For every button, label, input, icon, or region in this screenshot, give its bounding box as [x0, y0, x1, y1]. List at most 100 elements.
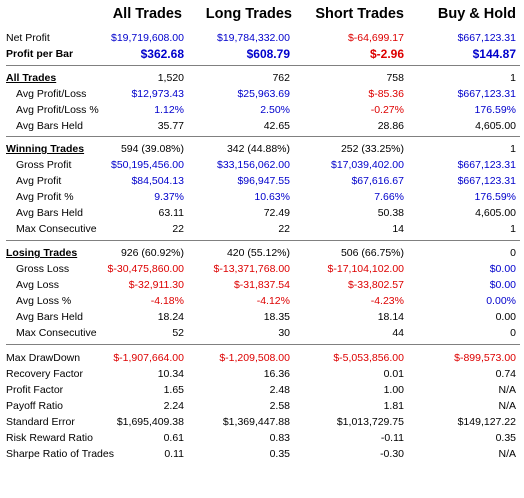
table-row: Winning Trades 594 (39.08%) 342 (44.88%) 25… [0, 141, 524, 157]
value-buy-hold: 0.00% [486, 295, 516, 307]
table-row: Avg Bars Held 35.77 42.65 28.86 4,605.00 [0, 118, 524, 134]
value-buy-hold: N/A [498, 448, 516, 460]
value-all-trades: $19,719,608.00 [111, 32, 184, 44]
row-label: Profit per Bar [6, 48, 74, 60]
value-all-trades: $362.68 [140, 47, 184, 61]
value-short-trades: 50.38 [377, 207, 404, 219]
value-buy-hold: $149,127.22 [457, 416, 516, 428]
value-long-trades: $-13,371,768.00 [213, 263, 290, 275]
column-header-buy-hold: Buy & Hold [437, 6, 516, 22]
value-short-trades: $-85.36 [368, 88, 404, 100]
value-buy-hold: 0.35 [495, 432, 516, 444]
value-buy-hold: 0.74 [495, 368, 516, 380]
value-long-trades: 2.50% [260, 104, 290, 116]
value-short-trades: $-33,802.57 [347, 279, 404, 291]
row-label: Profit Factor [6, 384, 64, 396]
row-label: Risk Reward Ratio [6, 432, 93, 444]
value-buy-hold: 1 [510, 143, 516, 155]
value-short-trades: 1.00 [383, 384, 404, 396]
value-buy-hold: $667,123.31 [457, 32, 516, 44]
row-label: Sharpe Ratio of Trades [6, 448, 114, 460]
column-header-all-trades: All Trades [112, 6, 182, 22]
value-long-trades: 10.63% [254, 191, 290, 203]
table-row: Net Profit $19,719,608.00 $19,784,332.00 $-… [0, 30, 524, 46]
value-long-trades: $608.79 [246, 47, 290, 61]
value-short-trades: 18.14 [377, 311, 404, 323]
value-all-trades: 10.34 [157, 368, 184, 380]
value-short-trades: $67,616.67 [351, 175, 404, 187]
value-long-trades: $96,947.55 [237, 175, 290, 187]
value-all-trades: $1,695,409.38 [116, 416, 184, 428]
value-all-trades: 35.77 [157, 120, 184, 132]
table-row: Profit per Bar $362.68 $608.79 $-2.96 $144.8… [0, 46, 524, 62]
value-short-trades: $-2.96 [369, 47, 404, 61]
value-short-trades: $17,039,402.00 [331, 159, 404, 171]
value-long-trades: 2.58 [269, 400, 290, 412]
table-row: All Trades 1,520 762 758 1 [0, 70, 524, 86]
value-all-trades: $50,195,456.00 [111, 159, 184, 171]
table-row: Profit Factor 1.65 2.48 1.00 N/A [0, 382, 524, 398]
row-label: Avg Profit % [16, 191, 74, 203]
value-long-trades: 18.35 [263, 311, 290, 323]
value-buy-hold: $667,123.31 [457, 88, 516, 100]
value-short-trades: $-5,053,856.00 [333, 352, 404, 364]
value-short-trades: $-64,699.17 [347, 32, 404, 44]
table-row: Max Consecutive 52 30 44 0 [0, 325, 524, 341]
table-row: Avg Loss % -4.18% -4.12% -4.23% 0.00% [0, 293, 524, 309]
value-short-trades: 1.81 [383, 400, 404, 412]
section-divider [6, 65, 520, 66]
value-long-trades: 342 (44.88%) [226, 143, 290, 155]
value-short-trades: 7.66% [374, 191, 404, 203]
value-buy-hold: $144.87 [472, 47, 516, 61]
table-row: Sharpe Ratio of Trades 0.11 0.35 -0.30 N/A [0, 446, 524, 462]
value-buy-hold: $0.00 [489, 263, 516, 275]
value-short-trades: -0.11 [380, 432, 404, 444]
value-long-trades: 0.83 [269, 432, 290, 444]
column-header-long-trades: Long Trades [205, 6, 292, 22]
value-short-trades: 0.01 [383, 368, 404, 380]
value-long-trades: $-31,837.54 [233, 279, 290, 291]
value-all-trades: 0.61 [163, 432, 184, 444]
value-long-trades: 72.49 [263, 207, 290, 219]
value-buy-hold: 0 [510, 327, 516, 339]
table-row: Avg Profit $84,504.13 $96,947.55 $67,616.67… [0, 173, 524, 189]
value-buy-hold: 0 [510, 247, 516, 259]
value-long-trades: $33,156,062.00 [217, 159, 290, 171]
value-all-trades: -4.18% [150, 295, 184, 307]
value-all-trades: 1,520 [157, 72, 184, 84]
value-short-trades: 506 (66.75%) [340, 247, 404, 259]
table-row: Max Consecutive 22 22 14 1 [0, 221, 524, 237]
section-divider [6, 344, 520, 345]
value-long-trades: 22 [278, 223, 290, 235]
section-heading: Losing Trades [6, 247, 78, 259]
section-heading: All Trades [6, 72, 57, 84]
value-buy-hold: $-899,573.00 [454, 352, 516, 364]
value-all-trades: 594 (39.08%) [120, 143, 184, 155]
row-label: Avg Profit/Loss [16, 88, 87, 100]
value-buy-hold: 0.00 [495, 311, 516, 323]
value-all-trades: 1.65 [163, 384, 184, 396]
row-label: Net Profit [6, 32, 50, 44]
value-all-trades: 52 [172, 327, 184, 339]
table-row: Standard Error $1,695,409.38 $1,369,447.88… [0, 414, 524, 430]
table-row: Avg Profit/Loss $12,973.43 $25,963.69 $-85.… [0, 86, 524, 102]
row-label: Avg Loss [16, 279, 59, 291]
value-all-trades: $-30,475,860.00 [107, 263, 184, 275]
table-row: Avg Bars Held 63.11 72.49 50.38 4,605.00 [0, 205, 524, 221]
section-divider [6, 240, 520, 241]
value-buy-hold: N/A [498, 384, 516, 396]
row-label: Avg Profit/Loss % [16, 104, 99, 116]
table-row: Recovery Factor 10.34 16.36 0.01 0.74 [0, 366, 524, 382]
row-label: Avg Bars Held [16, 311, 83, 323]
value-short-trades: 758 [386, 72, 404, 84]
row-label: Gross Loss [16, 263, 70, 275]
row-label: Max Consecutive [16, 327, 97, 339]
value-all-trades: 18.24 [157, 311, 184, 323]
row-label: Avg Profit [16, 175, 62, 187]
value-buy-hold: 4,605.00 [475, 207, 516, 219]
value-all-trades: $-32,911.30 [128, 279, 184, 291]
table-row: Gross Loss $-30,475,860.00 $-13,371,768.00… [0, 261, 524, 277]
value-all-trades: 0.11 [164, 448, 184, 460]
table-row: Avg Bars Held 18.24 18.35 18.14 0.00 [0, 309, 524, 325]
value-buy-hold: 4,605.00 [475, 120, 516, 132]
